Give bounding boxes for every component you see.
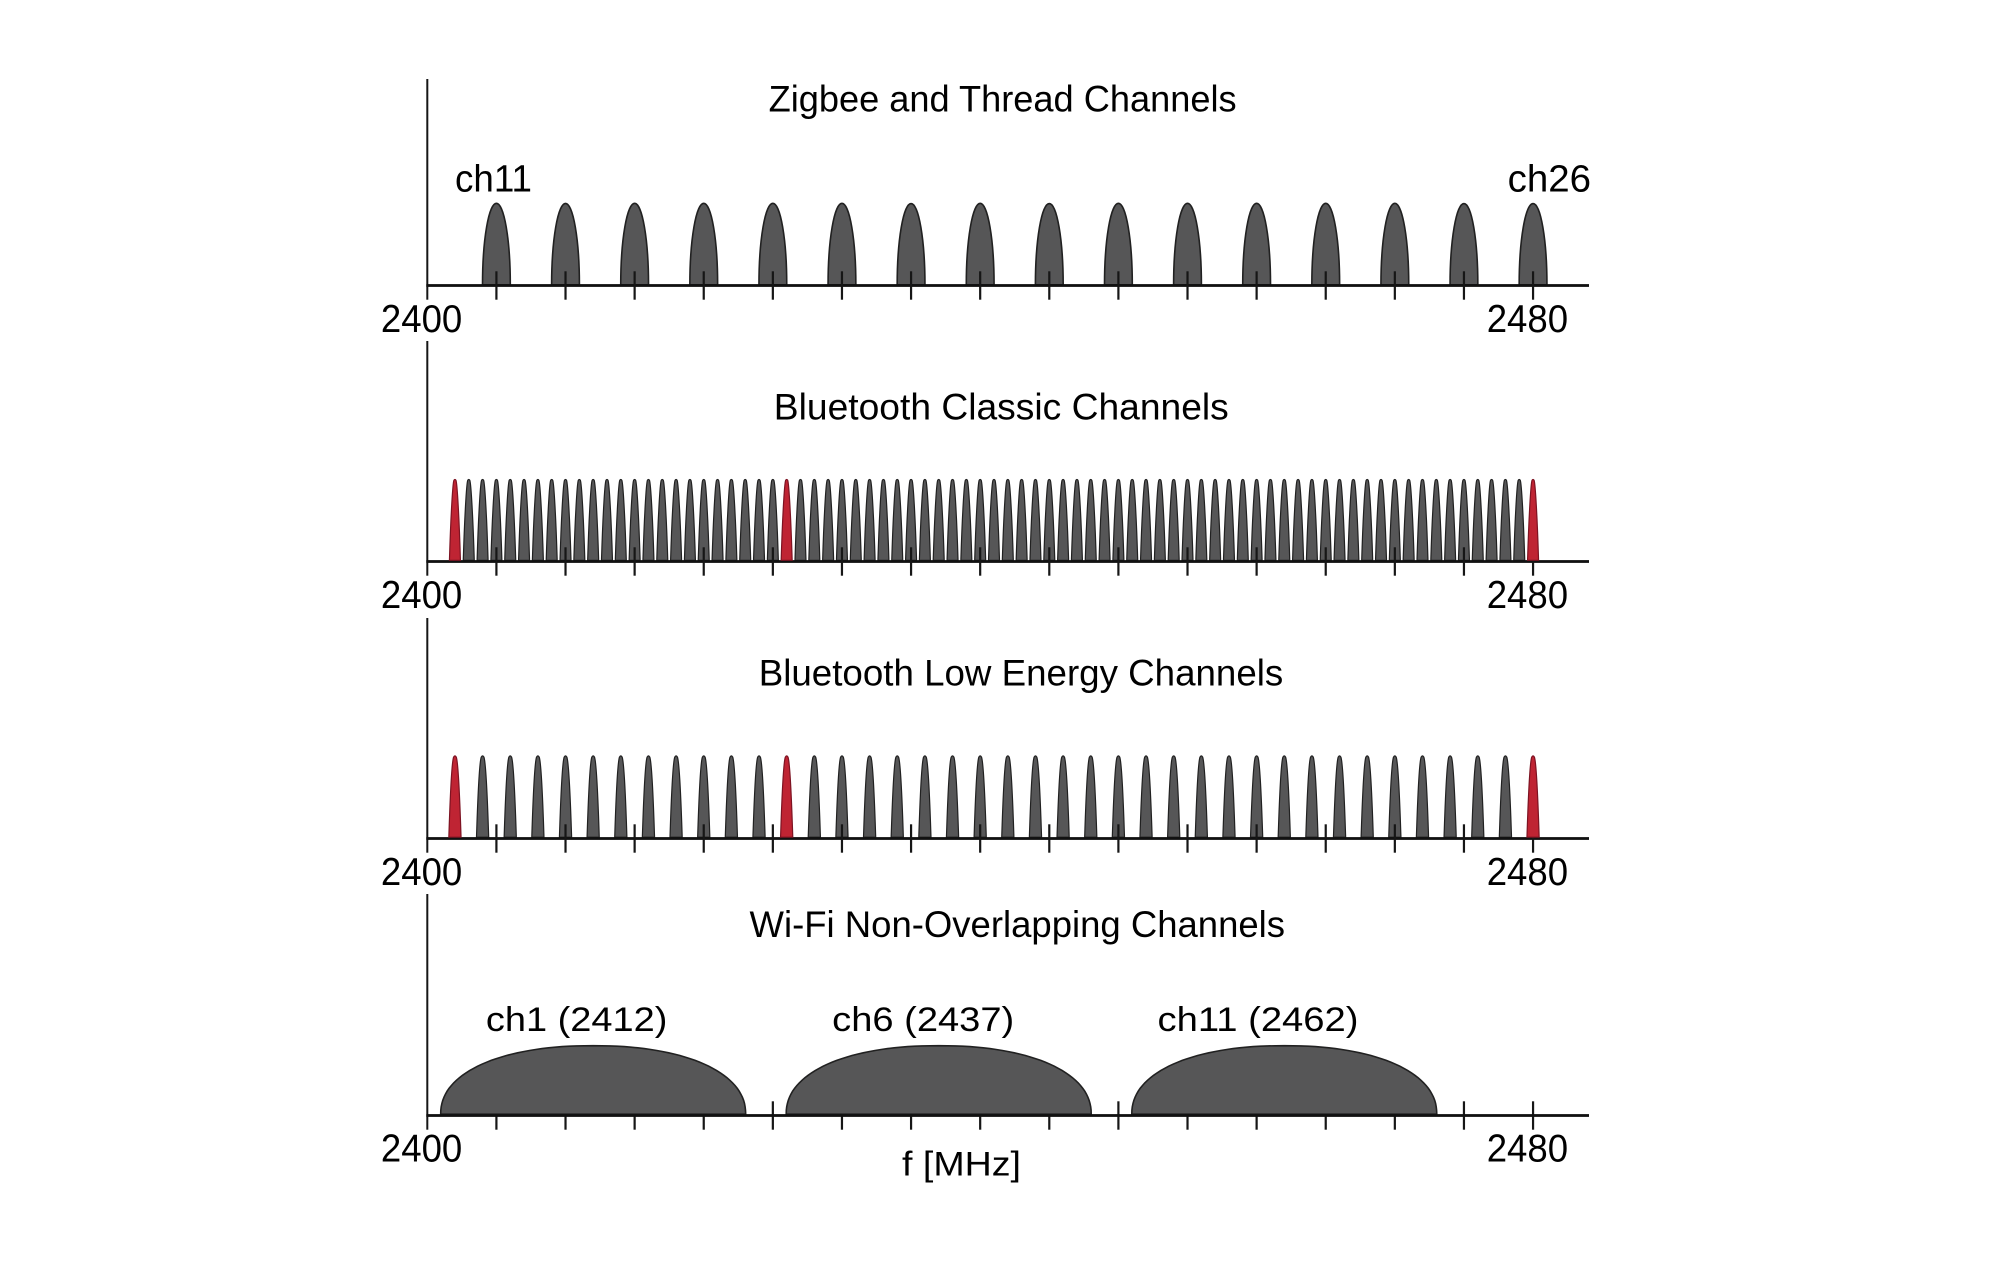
- svg-text:Bluetooth Classic Channels: Bluetooth Classic Channels: [774, 387, 1229, 428]
- svg-text:2480: 2480: [1487, 574, 1568, 617]
- svg-text:ch26: ch26: [1508, 159, 1591, 201]
- svg-text:2480: 2480: [1487, 298, 1568, 341]
- svg-text:ch11: ch11: [455, 159, 532, 201]
- svg-text:2400: 2400: [381, 574, 462, 617]
- svg-text:2400: 2400: [381, 851, 462, 894]
- svg-text:Zigbee and Thread Channels: Zigbee and Thread Channels: [769, 78, 1237, 119]
- svg-text:2480: 2480: [1487, 1128, 1568, 1171]
- svg-text:2400: 2400: [381, 298, 462, 341]
- svg-text:ch1 (2412): ch1 (2412): [486, 1001, 668, 1039]
- svg-text:f [MHz]: f [MHz]: [902, 1146, 1021, 1184]
- svg-text:2400: 2400: [381, 1128, 462, 1171]
- svg-text:Bluetooth Low Energy Channels: Bluetooth Low Energy Channels: [759, 652, 1284, 693]
- svg-text:Wi-Fi Non-Overlapping Channels: Wi-Fi Non-Overlapping Channels: [750, 904, 1286, 945]
- svg-text:2480: 2480: [1487, 851, 1568, 894]
- svg-text:ch11 (2462): ch11 (2462): [1158, 1001, 1359, 1039]
- svg-text:ch6 (2437): ch6 (2437): [832, 1001, 1014, 1039]
